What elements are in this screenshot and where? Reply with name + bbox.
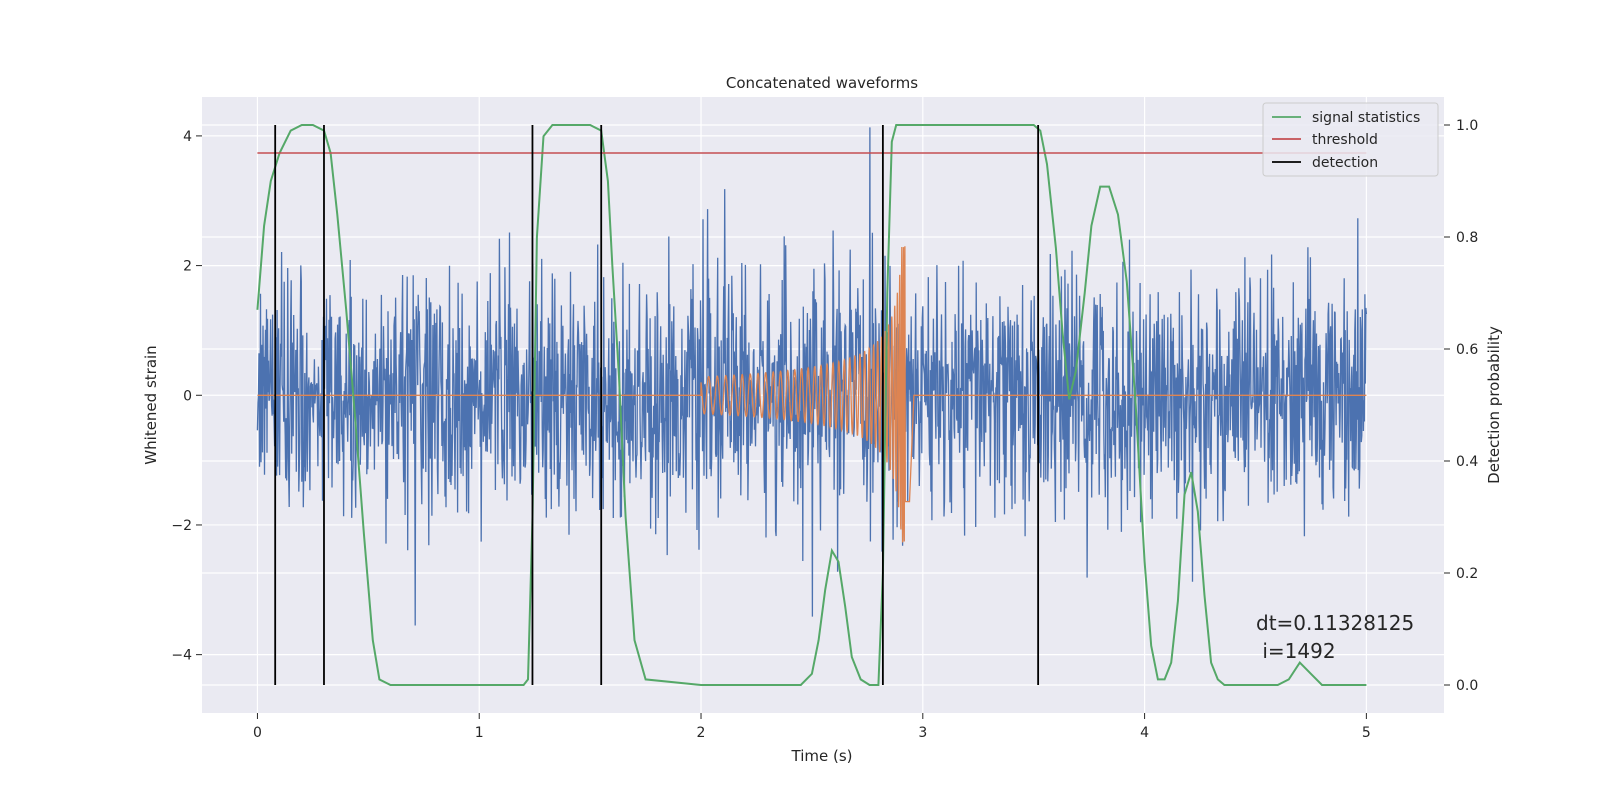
legend-label-threshold: threshold bbox=[1312, 132, 1378, 148]
y-axis-label-right: Detection probability bbox=[1485, 326, 1503, 484]
chart-title: Concatenated waveforms bbox=[726, 74, 918, 92]
data-layer bbox=[256, 124, 1368, 686]
signal-statistics-line bbox=[256, 124, 1367, 686]
y-tick-label: 4 bbox=[183, 129, 192, 145]
y-axis-label: Whitened strain bbox=[142, 345, 160, 464]
x-tick-label: 2 bbox=[697, 725, 706, 741]
y-tick-label: 0 bbox=[183, 388, 192, 404]
x-tick-label: 0 bbox=[253, 725, 262, 741]
legend-label-detection: detection bbox=[1312, 155, 1378, 171]
y-right-tick-label: 0.6 bbox=[1456, 342, 1478, 358]
x-tick-label: 5 bbox=[1362, 725, 1371, 741]
x-tick-label: 1 bbox=[475, 725, 484, 741]
y-right-tick-label: 0.8 bbox=[1456, 230, 1478, 246]
y-tick-label: 2 bbox=[183, 259, 192, 275]
y-right-tick-label: 0.2 bbox=[1456, 566, 1478, 582]
x-tick-label: 3 bbox=[918, 725, 927, 741]
annotation-dt: dt=0.11328125 bbox=[1256, 611, 1414, 635]
tick-layer: 0 1 2 3 4 5 −4 −2 0 2 4 0.0 0.2 0.4 0.6 0.8 1.0 bbox=[171, 118, 1478, 741]
x-tick-label: 4 bbox=[1140, 725, 1149, 741]
legend: signal statistics threshold detection bbox=[1262, 102, 1439, 177]
y-tick-label: −4 bbox=[171, 648, 192, 664]
y-right-tick-label: 1.0 bbox=[1456, 118, 1478, 134]
y-right-tick-label: 0.0 bbox=[1456, 678, 1478, 694]
y-tick-label: −2 bbox=[171, 518, 192, 534]
y-right-tick-label: 0.4 bbox=[1456, 454, 1478, 470]
legend-box bbox=[1262, 102, 1439, 177]
x-axis-label: Time (s) bbox=[791, 747, 853, 765]
legend-label-signal-statistics: signal statistics bbox=[1312, 110, 1420, 126]
annotation-index: i=1492 bbox=[1256, 639, 1336, 663]
chirp-signal-series bbox=[257, 246, 1367, 543]
